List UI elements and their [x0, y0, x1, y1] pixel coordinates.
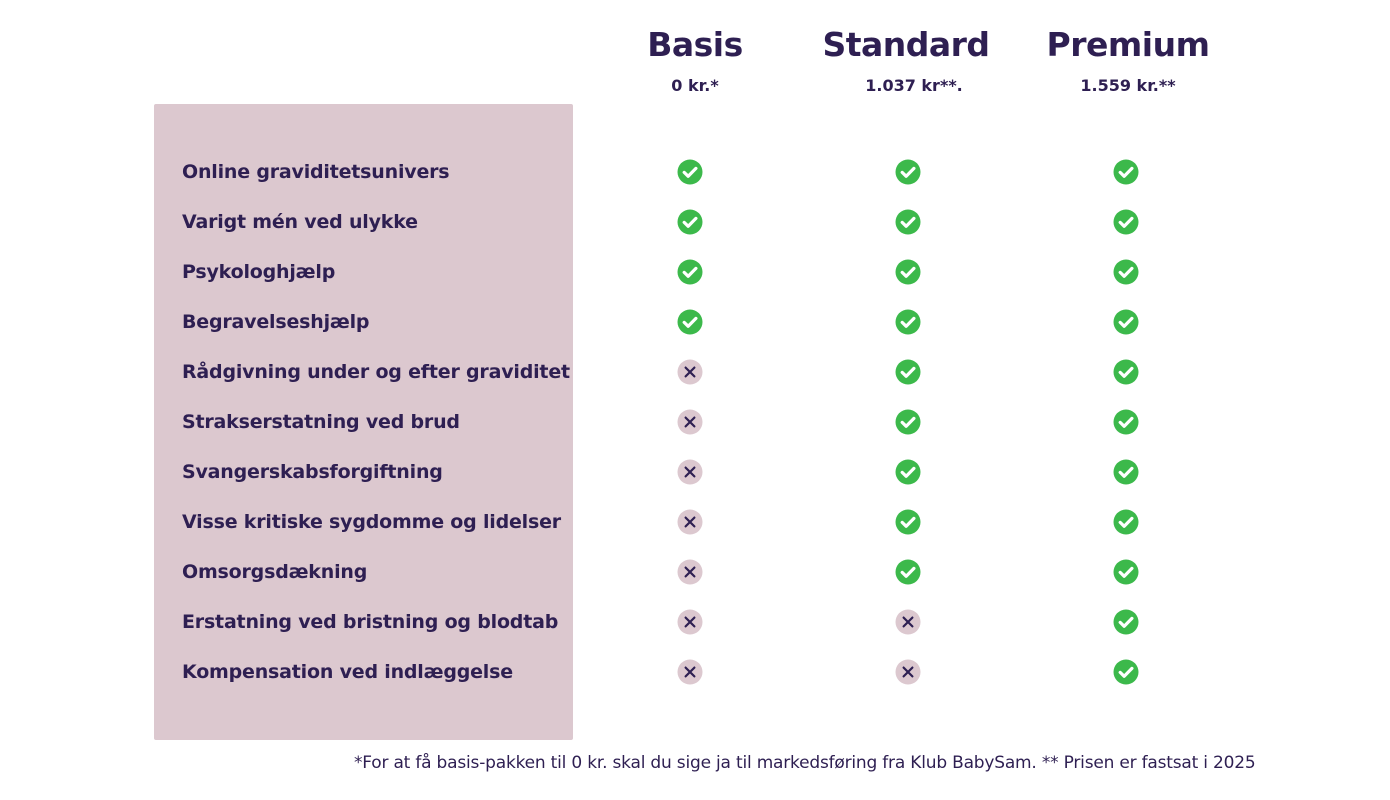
plan-price: 1.559 kr.**	[1080, 76, 1176, 95]
plan-header-premium: Premium 1.559 kr.**	[1028, 25, 1228, 96]
feature-row: Omsorgsdækning	[0, 547, 1390, 597]
cross-icon	[883, 647, 933, 697]
check-icon	[665, 297, 715, 347]
feature-row: Rådgivning under og efter graviditet	[0, 347, 1390, 397]
cross-icon	[665, 597, 715, 647]
feature-row: Kompensation ved indlæggelse	[0, 647, 1390, 697]
check-icon	[1101, 647, 1151, 697]
check-icon	[883, 397, 933, 447]
feature-row: Strakserstatning ved brud	[0, 397, 1390, 447]
check-icon	[1101, 247, 1151, 297]
feature-label: Strakserstatning ved brud	[182, 411, 460, 433]
check-icon	[1101, 397, 1151, 447]
cross-icon	[665, 547, 715, 597]
check-icon	[1101, 147, 1151, 197]
feature-row: Psykologhjælp	[0, 247, 1390, 297]
check-icon	[665, 197, 715, 247]
check-icon	[665, 247, 715, 297]
cross-icon	[665, 447, 715, 497]
check-icon	[883, 297, 933, 347]
feature-label: Online graviditetsunivers	[182, 161, 450, 183]
cross-icon	[883, 597, 933, 647]
feature-label: Omsorgsdækning	[182, 561, 368, 583]
plan-name: Basis	[647, 25, 743, 64]
feature-label: Rådgivning under og efter graviditet	[182, 361, 570, 383]
cross-icon	[665, 397, 715, 447]
feature-row: Begravelseshjælp	[0, 297, 1390, 347]
plan-name: Standard	[822, 25, 990, 64]
cross-icon	[665, 347, 715, 397]
check-icon	[883, 497, 933, 547]
check-icon	[1101, 547, 1151, 597]
cross-icon	[665, 647, 715, 697]
feature-label: Kompensation ved indlæggelse	[182, 661, 513, 683]
feature-row: Erstatning ved bristning og blodtab	[0, 597, 1390, 647]
check-icon	[1101, 197, 1151, 247]
feature-label: Erstatning ved bristning og blodtab	[182, 611, 559, 633]
check-icon	[1101, 447, 1151, 497]
feature-label: Varigt mén ved ulykke	[182, 211, 418, 233]
cross-icon	[665, 497, 715, 547]
features-panel	[154, 104, 573, 740]
plan-price: 0 kr.*	[671, 76, 719, 95]
feature-label: Begravelseshjælp	[182, 311, 370, 333]
check-icon	[883, 347, 933, 397]
footnote: *For at få basis-pakken til 0 kr. skal d…	[354, 753, 1256, 773]
feature-row: Visse kritiske sygdomme og lidelser	[0, 497, 1390, 547]
check-icon	[883, 197, 933, 247]
check-icon	[883, 447, 933, 497]
feature-label: Psykologhjælp	[182, 261, 336, 283]
check-icon	[1101, 347, 1151, 397]
feature-label: Visse kritiske sygdomme og lidelser	[182, 511, 561, 533]
check-icon	[1101, 497, 1151, 547]
check-icon	[1101, 597, 1151, 647]
check-icon	[883, 147, 933, 197]
plan-header-standard: Standard 1.037 kr**.	[806, 25, 1006, 96]
check-icon	[665, 147, 715, 197]
feature-row: Svangerskabsforgiftning	[0, 447, 1390, 497]
plan-header-basis: Basis 0 kr.*	[595, 25, 795, 96]
check-icon	[883, 247, 933, 297]
plan-price: 1.037 kr**.	[865, 76, 963, 95]
feature-row: Online graviditetsunivers	[0, 147, 1390, 197]
plan-name: Premium	[1046, 25, 1210, 64]
check-icon	[1101, 297, 1151, 347]
check-icon	[883, 547, 933, 597]
feature-row: Varigt mén ved ulykke	[0, 197, 1390, 247]
feature-label: Svangerskabsforgiftning	[182, 461, 443, 483]
